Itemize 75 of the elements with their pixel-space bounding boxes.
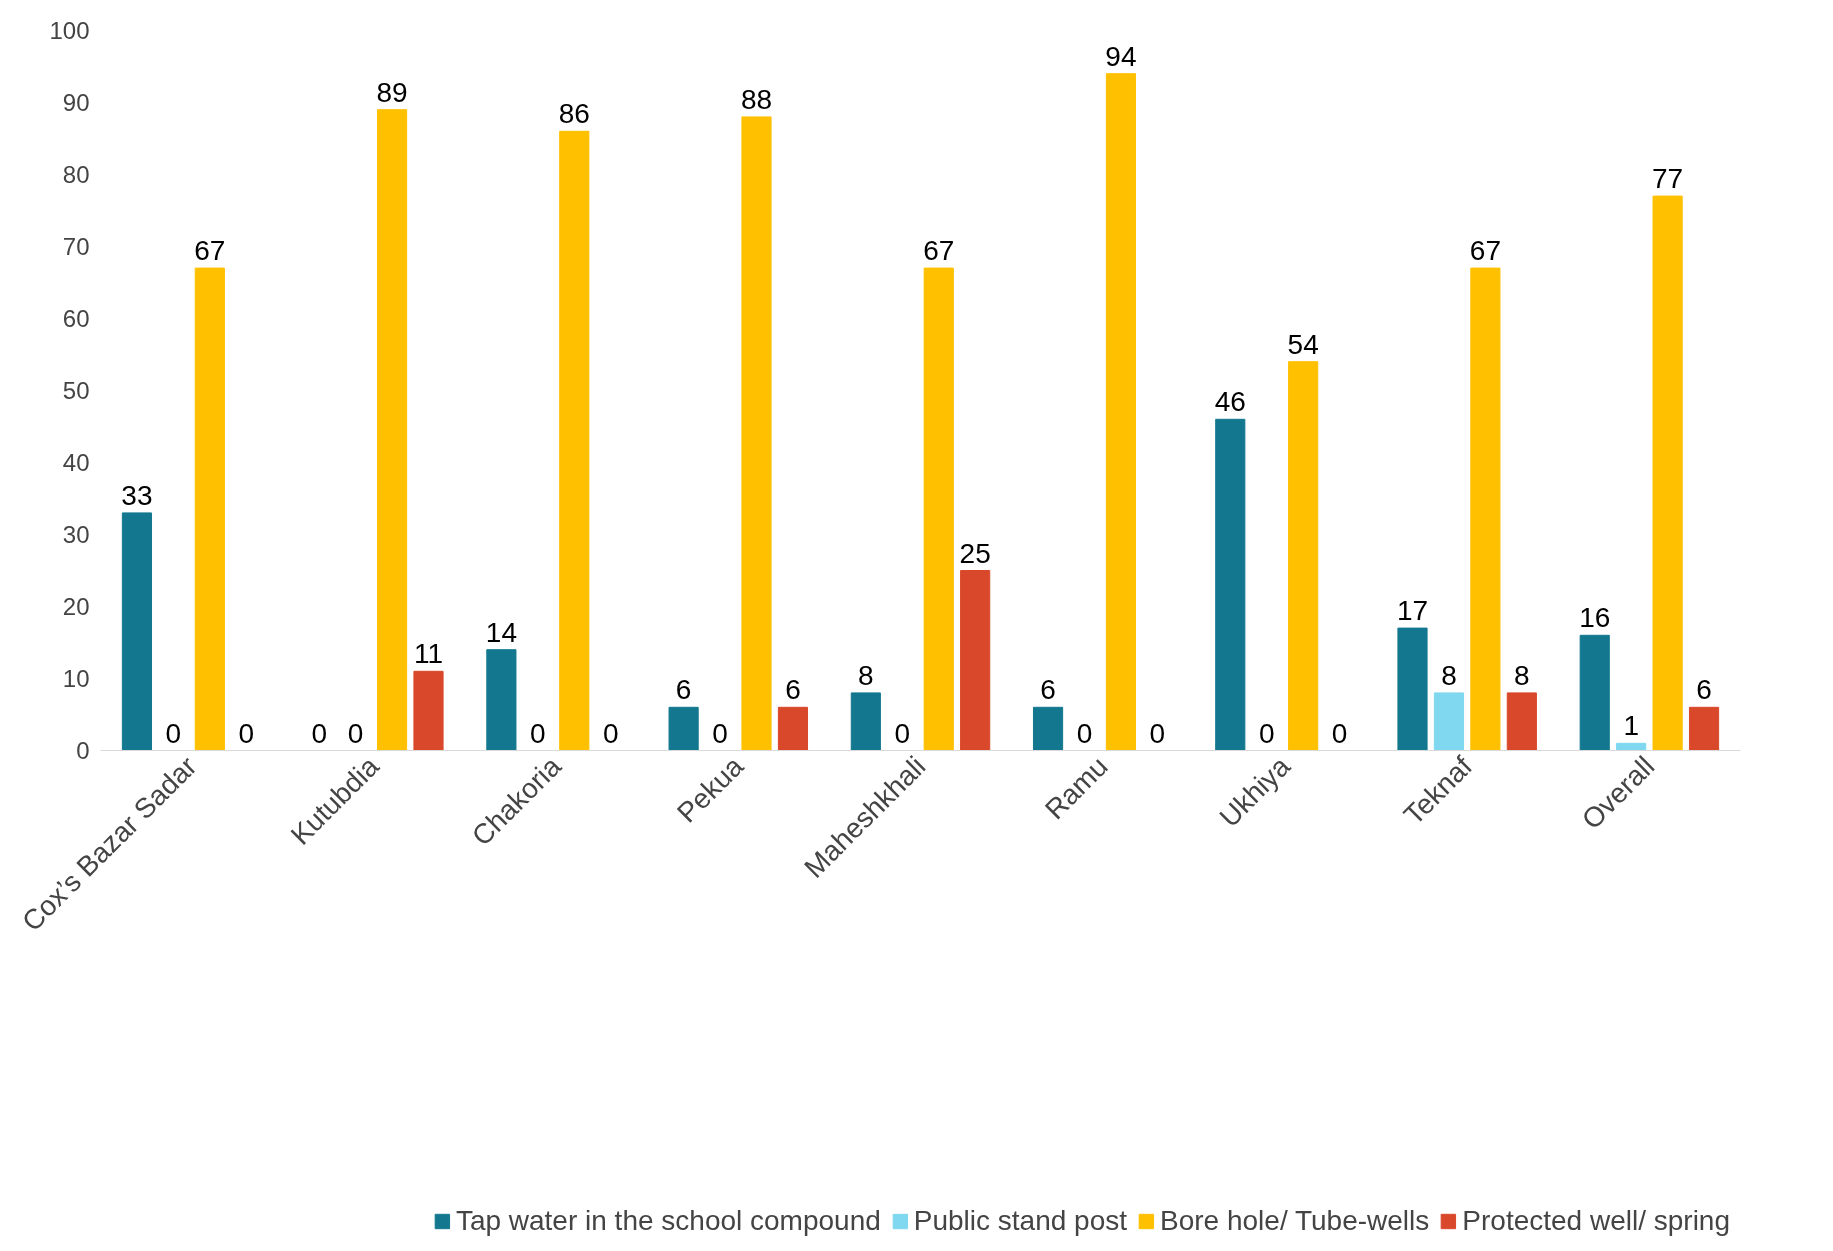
y-tick-label: 60 (62, 305, 90, 332)
bar (1470, 267, 1501, 751)
data-label: 6 (1696, 674, 1712, 706)
bar (1652, 195, 1683, 751)
data-label: 0 (894, 717, 911, 749)
data-label: 0 (602, 717, 619, 749)
bar (741, 116, 772, 751)
y-tick-label: 40 (62, 449, 90, 476)
bar (1397, 627, 1428, 751)
bar (923, 267, 954, 751)
data-label: 67 (1469, 235, 1501, 267)
data-label: 0 (311, 717, 327, 749)
data-label: 8 (1441, 659, 1457, 691)
bar (1105, 73, 1137, 751)
bar (777, 706, 809, 751)
bar (1032, 706, 1064, 751)
bar (121, 512, 153, 751)
bar (668, 706, 699, 751)
data-label: 89 (376, 76, 408, 108)
bar (1433, 692, 1465, 751)
data-label: 16 (1579, 602, 1611, 634)
data-label: 0 (530, 717, 546, 749)
bar (960, 570, 991, 751)
data-label: 67 (923, 235, 955, 267)
data-label: 6 (1040, 674, 1056, 706)
data-label: 6 (785, 674, 801, 706)
data-label: 88 (740, 83, 773, 115)
legend-label: Protected well/ spring (1462, 1205, 1730, 1237)
data-label: 0 (712, 717, 728, 749)
bar (194, 267, 225, 751)
data-label: 54 (1287, 328, 1319, 360)
legend-label: Bore hole/ Tube-wells (1160, 1205, 1430, 1237)
data-label: 6 (675, 674, 692, 706)
bar (559, 130, 590, 751)
data-label: 67 (194, 235, 226, 267)
data-label: 0 (238, 717, 255, 749)
y-tick-label: 30 (62, 521, 90, 548)
bar (1288, 361, 1319, 751)
bar (1579, 634, 1610, 751)
y-tick-label: 0 (76, 737, 90, 764)
bar (1506, 692, 1537, 751)
data-label: 8 (1514, 659, 1530, 691)
bar (1215, 418, 1246, 751)
data-label: 46 (1214, 386, 1246, 418)
data-label: 0 (1331, 717, 1348, 749)
y-tick-label: 20 (62, 593, 90, 620)
bar (486, 649, 517, 751)
data-label: 0 (1149, 717, 1166, 749)
legend-label: Public stand post (913, 1205, 1128, 1237)
bar (850, 692, 881, 751)
y-tick-label: 50 (62, 377, 90, 404)
data-label: 17 (1396, 595, 1429, 627)
data-label: 1 (1623, 710, 1639, 742)
data-label: 8 (858, 659, 874, 691)
data-label: 0 (1258, 717, 1275, 749)
bar (1616, 742, 1647, 751)
y-tick-label: 100 (49, 17, 90, 44)
data-label: 86 (558, 98, 590, 130)
data-label: 0 (347, 717, 364, 749)
data-label: 77 (1652, 163, 1684, 195)
y-tick-label: 70 (62, 233, 90, 260)
bar (413, 670, 444, 751)
data-label: 14 (485, 616, 517, 648)
data-label: 0 (165, 717, 182, 749)
bar (1688, 706, 1720, 751)
data-label: 11 (413, 638, 444, 670)
y-tick-label: 90 (62, 89, 90, 116)
y-tick-label: 10 (62, 665, 90, 692)
legend-label: Tap water in the school compound (455, 1205, 881, 1237)
data-label: 94 (1105, 40, 1137, 72)
y-tick-label: 80 (62, 161, 90, 188)
bar (376, 109, 408, 751)
data-label: 33 (121, 479, 153, 511)
data-label: 0 (1076, 717, 1093, 749)
data-label: 25 (959, 537, 991, 569)
